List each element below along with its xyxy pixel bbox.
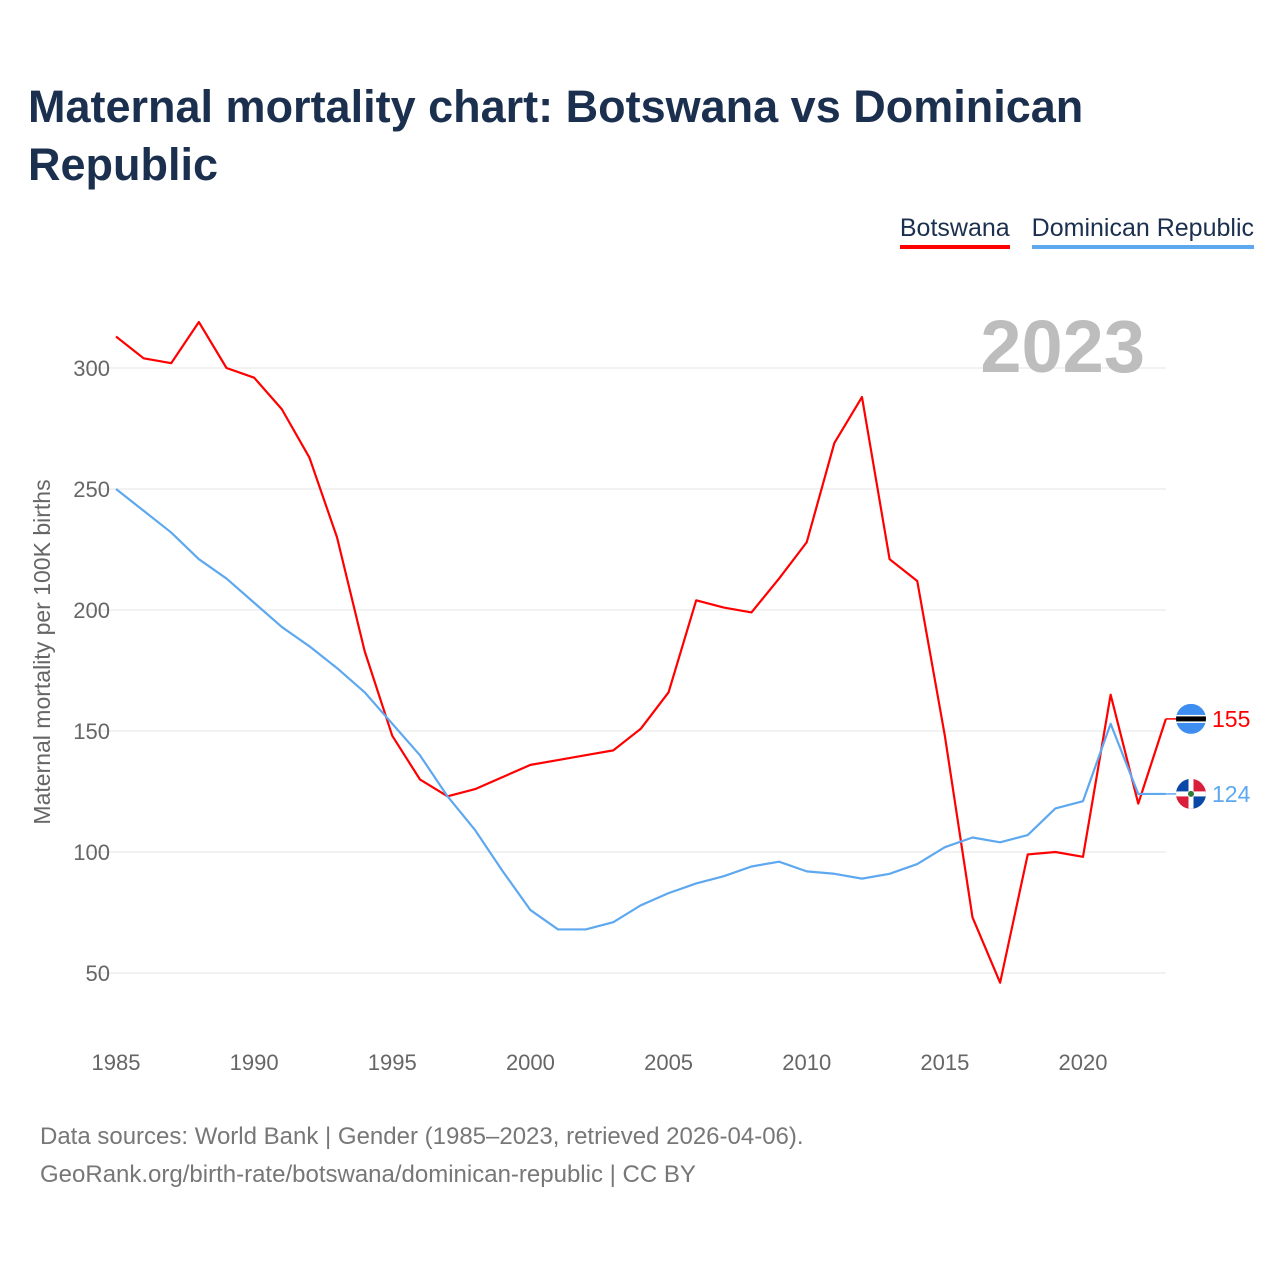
botswana-flag-icon (1176, 703, 1206, 734)
footer-link[interactable]: GeoRank.org/birth-rate/botswana/dominica… (40, 1161, 696, 1188)
year-watermark: 2023 (980, 305, 1145, 388)
dominican-republic-flag-icon (1176, 778, 1206, 809)
y-tick-label: 200 (73, 598, 110, 623)
x-tick-label: 1995 (368, 1050, 417, 1075)
legend-dominican-republic[interactable]: Dominican Republic (1031, 214, 1254, 249)
y-axis-label: Maternal mortality per 100K births (29, 479, 55, 824)
chart-title: Maternal mortality chart: Botswana vs Do… (28, 81, 1084, 190)
legend: Botswana Dominican Republic (899, 214, 1254, 249)
y-tick-label: 50 (86, 961, 110, 986)
end-value-label: 124 (1212, 781, 1251, 807)
x-tick-label: 2010 (782, 1050, 831, 1075)
x-tick-label: 2015 (920, 1050, 969, 1075)
x-tick-label: 1985 (92, 1050, 141, 1075)
x-tick-label: 2020 (1059, 1050, 1108, 1075)
y-tick-label: 300 (73, 356, 110, 381)
x-tick-label: 2005 (644, 1050, 693, 1075)
series-line-dominican-republic[interactable] (115, 488, 1166, 931)
y-tick-label: 150 (73, 719, 110, 744)
legend-botswana[interactable]: Botswana (899, 214, 1010, 249)
footer-sources: Data sources: World Bank | Gender (1985–… (40, 1123, 804, 1150)
line-chart: 50 100 150 200 250 300 1985 1990 1995 2000 2005 201… (29, 305, 1251, 1075)
series-line-botswana[interactable] (115, 320, 1167, 984)
x-tick-label: 1990 (230, 1050, 279, 1075)
y-tick-label: 250 (73, 477, 110, 502)
x-tick-label: 2000 (506, 1050, 555, 1075)
footer: Data sources: World Bank | Gender (1985–… (40, 1118, 804, 1194)
end-value-label: 155 (1212, 706, 1250, 732)
y-tick-label: 100 (73, 840, 110, 865)
